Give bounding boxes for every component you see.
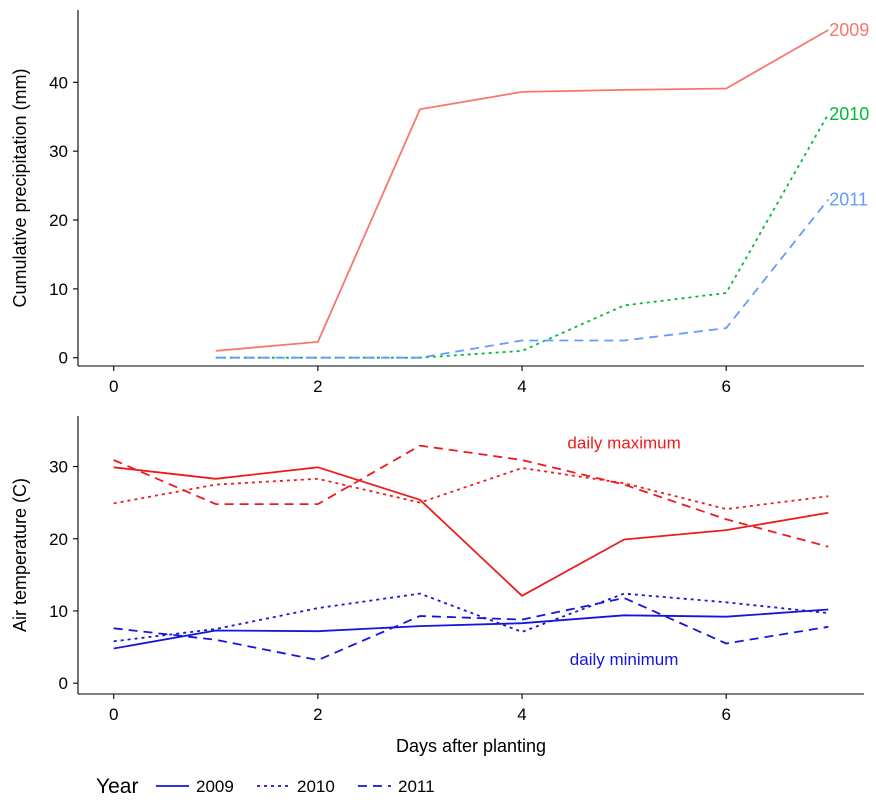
y-axis-title: Cumulative precipitation (mm) — [10, 68, 30, 307]
x-tick-label: 4 — [517, 377, 526, 396]
daily-minimum-series-2009-line — [113, 608, 829, 650]
legend-label-2010: 2010 — [297, 777, 335, 796]
precipitation-panel: 0 2 4 6 0 10 20 30 40 Cumulative precipitation (m… — [10, 10, 869, 396]
daily-maximum-series-2010-line — [113, 467, 829, 511]
y-tick-label: 0 — [59, 674, 68, 693]
legend-label-2011: 2011 — [398, 777, 435, 796]
legend-title: Year — [96, 775, 138, 797]
x-tick-label: 4 — [517, 705, 526, 724]
x-tick-label: 2 — [313, 377, 322, 396]
precipitation-series-2011-line — [215, 198, 830, 359]
x-tick-label: 2 — [313, 705, 322, 724]
y-tick-label: 10 — [49, 602, 68, 621]
annotation-daily-maximum: daily maximum — [567, 433, 680, 452]
y-tick-label: 20 — [49, 530, 68, 549]
legend-label-2009: 2009 — [196, 777, 234, 796]
y-tick-label: 0 — [59, 349, 68, 368]
series-label-2010: 2010 — [829, 104, 869, 124]
daily-minimum-series-2011-line — [113, 597, 829, 661]
x-tick-label: 6 — [721, 377, 730, 396]
y-tick-label: 40 — [49, 73, 68, 92]
series-label-2009: 2009 — [829, 20, 869, 40]
y-tick-label: 20 — [49, 211, 68, 230]
annotation-daily-minimum: daily minimum — [570, 650, 679, 669]
y-tick-label: 30 — [49, 142, 68, 161]
y-axis-title: Air temperature (C) — [10, 478, 30, 632]
x-tick-label: 0 — [109, 705, 118, 724]
legend: Year 2009 2010 2011 — [96, 775, 435, 798]
x-axis-title: Days after planting — [396, 736, 546, 756]
series-label-2011: 2011 — [829, 189, 868, 209]
x-tick-label: 0 — [109, 377, 118, 396]
x-tick-label: 6 — [721, 705, 730, 724]
y-tick-label: 10 — [49, 280, 68, 299]
daily-maximum-series-2009-line — [113, 466, 829, 597]
daily-maximum-series-2011-line — [113, 444, 829, 548]
precipitation-series-2009-line — [215, 29, 829, 352]
precipitation-series-2010-line — [215, 113, 830, 359]
y-tick-label: 30 — [49, 458, 68, 477]
daily-minimum-series-2010-line — [113, 592, 829, 643]
temperature-panel: 0 2 4 6 0 10 20 30 Air temperature (C) Days after… — [10, 416, 864, 756]
